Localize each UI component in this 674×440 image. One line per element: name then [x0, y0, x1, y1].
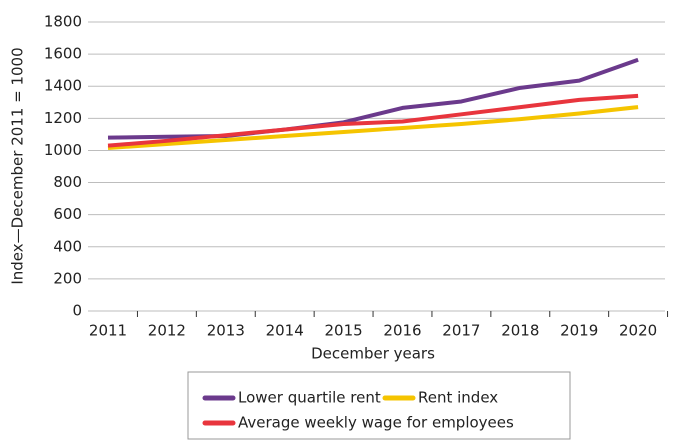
- y-tick-label: 800: [53, 173, 82, 191]
- y-tick-label: 600: [53, 205, 82, 223]
- legend-label: Lower quartile rent: [238, 389, 381, 407]
- x-tick-label: 2015: [325, 322, 363, 340]
- y-tick-label: 1800: [44, 13, 82, 31]
- x-tick-label: 2012: [148, 322, 186, 340]
- legend-box: [187, 371, 571, 440]
- x-tick-label: 2016: [383, 322, 421, 340]
- series-line: [107, 93, 639, 148]
- x-tick-label: 2017: [442, 322, 480, 340]
- y-tick-label: 1600: [44, 45, 82, 63]
- x-tick-label: 2020: [619, 322, 657, 340]
- y-tick-label: 400: [53, 237, 82, 255]
- legend-label: Rent index: [418, 389, 498, 407]
- x-tick-label: 2018: [501, 322, 539, 340]
- y-axis-label: Index—December 2011 = 1000: [9, 47, 27, 284]
- y-tick-label: 1000: [44, 141, 82, 159]
- y-tick-label: 0: [72, 302, 82, 320]
- x-tick-label: 2011: [89, 322, 127, 340]
- x-tick-label: 2019: [560, 322, 598, 340]
- series-line: [107, 57, 639, 140]
- x-axis-label: December years: [311, 345, 435, 363]
- y-tick-label: 1400: [44, 77, 82, 95]
- series-line: [107, 105, 639, 151]
- x-tick-label: 2013: [207, 322, 245, 340]
- x-tick-label: 2014: [266, 322, 304, 340]
- y-tick-label: 1200: [44, 109, 82, 127]
- legend-label: Average weekly wage for employees: [238, 414, 514, 432]
- y-tick-label: 200: [53, 269, 82, 287]
